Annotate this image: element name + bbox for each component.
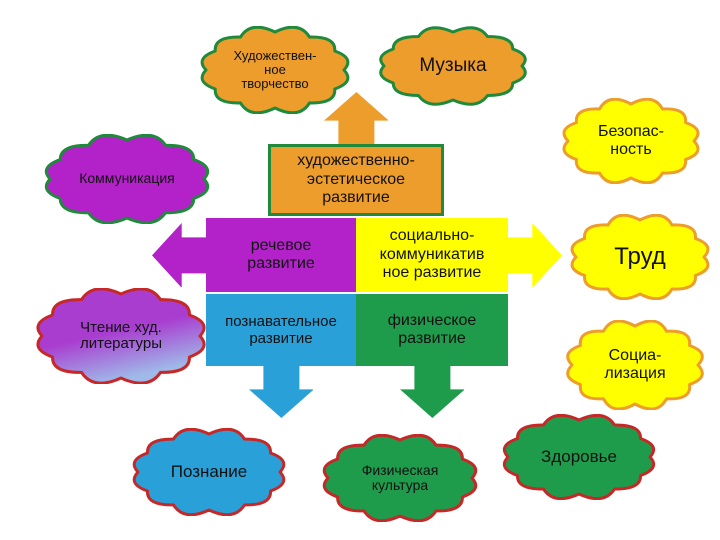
cloud-art: Художествен- ное творчество xyxy=(200,26,350,114)
center-box-speech: речевое развитие xyxy=(206,218,356,292)
cloud-cognition: Познание xyxy=(132,428,286,516)
cloud-shape xyxy=(44,134,210,224)
cloud-shape xyxy=(570,214,710,300)
center-box-speech-label: речевое развитие xyxy=(247,237,315,274)
cloud-shape xyxy=(36,288,206,384)
cloud-shape xyxy=(132,428,286,516)
cloud-shape xyxy=(378,26,528,106)
cloud-safety: Безопас- ность xyxy=(562,98,700,184)
cloud-shape xyxy=(562,98,700,184)
center-box-physical-label: физическое развитие xyxy=(388,312,477,349)
cloud-social: Социа- лизация xyxy=(566,320,704,410)
cloud-reading: Чтение худ. литературы xyxy=(36,288,206,384)
center-box-artistic: художественно- эстетическое развитие xyxy=(268,144,444,216)
center-box-cognitive-label: познавательное развитие xyxy=(225,313,337,348)
cloud-shape xyxy=(502,414,656,500)
diagram-stage: речевое развитие социально- коммуникатив… xyxy=(0,0,720,540)
center-box-social-label: социально- коммуникатив ное развитие xyxy=(380,227,485,282)
cloud-comm: Коммуникация xyxy=(44,134,210,224)
center-box-social: социально- коммуникатив ное развитие xyxy=(356,218,508,292)
cloud-health: Здоровье xyxy=(502,414,656,500)
center-box-physical: физическое развитие xyxy=(356,294,508,366)
arrow-down-left xyxy=(249,366,314,418)
cloud-shape xyxy=(566,320,704,410)
arrow-down-right xyxy=(400,366,465,418)
arrow-right xyxy=(508,223,562,288)
cloud-shape xyxy=(322,434,478,522)
center-box-artistic-label: художественно- эстетическое развитие xyxy=(297,152,415,207)
cloud-work: Труд xyxy=(570,214,710,300)
cloud-physcult: Физическая культура xyxy=(322,434,478,522)
cloud-music: Музыка xyxy=(378,26,528,106)
cloud-shape xyxy=(200,26,350,114)
arrow-left xyxy=(152,223,206,288)
center-box-cognitive: познавательное развитие xyxy=(206,294,356,366)
